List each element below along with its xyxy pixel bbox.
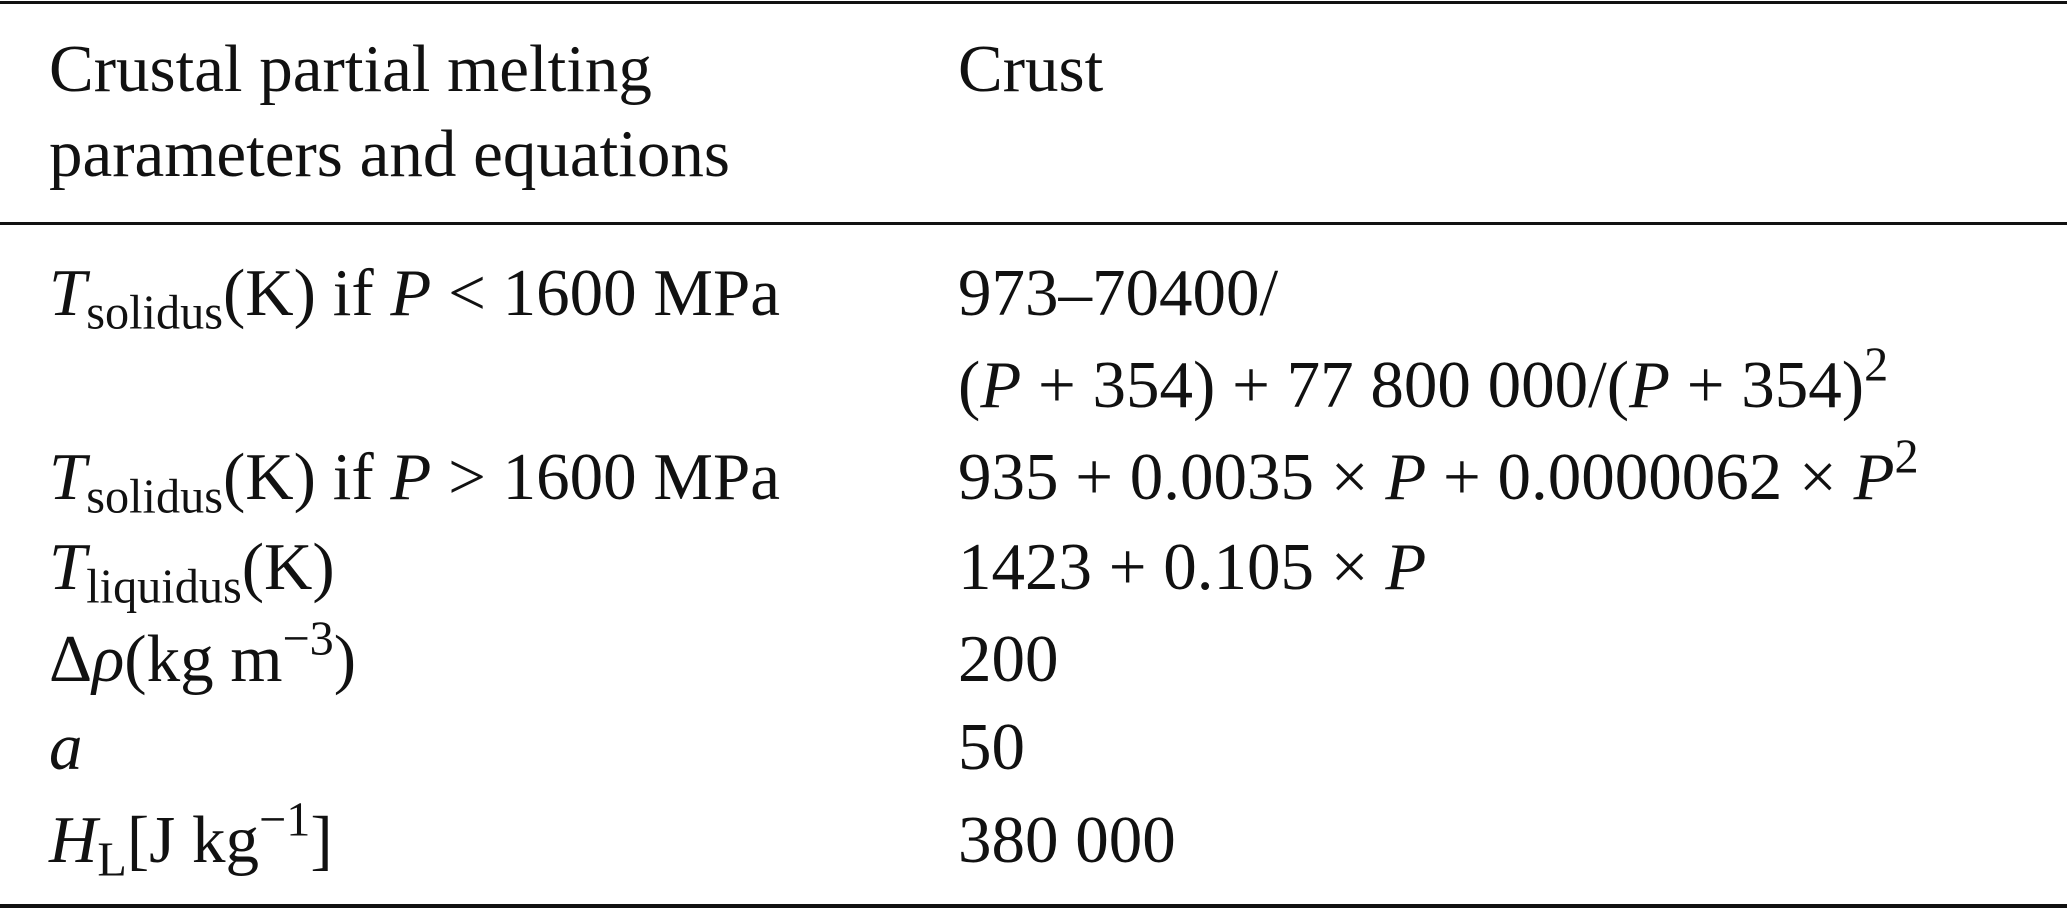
symbol: P [980, 348, 1022, 422]
text: 935 + 0.0035 × [958, 440, 1386, 514]
text: 1423 + 0.105 × [958, 530, 1386, 604]
row-value: 380 000 [958, 807, 1176, 874]
superscript: −3 [282, 612, 334, 666]
symbol: T [49, 256, 87, 330]
text: 973–70400/ [958, 256, 1279, 330]
text: (K) if [222, 256, 391, 330]
symbol: P [390, 440, 432, 514]
header-cell: parameters and equations [49, 117, 730, 191]
text: ( [958, 348, 981, 422]
text: (K) if [222, 440, 391, 514]
symbol: a [49, 710, 83, 784]
row-label: Tsolidus(K) if P < 1600 MPa [49, 260, 780, 338]
superscript: 2 [1894, 430, 1919, 484]
subscript: L [97, 833, 127, 887]
text: 380 000 [958, 803, 1176, 877]
row-label: Tliquidus(K) [49, 534, 335, 612]
top-rule [0, 1, 2067, 4]
symbol: T [49, 440, 87, 514]
text: Δ [49, 622, 93, 696]
text: (K) [241, 530, 335, 604]
text: + 354) + 77 800 000/( [1021, 348, 1630, 422]
symbol: P [1385, 530, 1427, 604]
text: > 1600 MPa [431, 440, 780, 514]
symbol: P [1629, 348, 1670, 422]
subscript: liquidus [86, 560, 242, 614]
subscript: solidus [86, 286, 223, 340]
header-cell: Crustal partial melting [49, 32, 652, 106]
symbol: T [49, 530, 87, 604]
symbol: ρ [92, 622, 125, 696]
row-value: 50 [958, 714, 1025, 781]
superscript: −1 [259, 793, 311, 847]
text: 50 [958, 710, 1025, 784]
row-value: 935 + 0.0035 × P + 0.0000062 × P2 [958, 433, 1919, 511]
row-label: a [49, 714, 83, 781]
superscript: 2 [1864, 338, 1889, 392]
row-label: HL[J kg−1] [49, 796, 333, 884]
row-value: 1423 + 0.105 × P [958, 534, 1426, 601]
text: < 1600 MPa [431, 256, 780, 330]
row-value: 973–70400/ [958, 260, 1278, 327]
subscript: solidus [86, 470, 223, 524]
header-rule [0, 222, 2067, 225]
row-label: Δρ(kg m−3) [49, 615, 356, 693]
row-value: 200 [958, 626, 1059, 693]
bottom-rule [0, 904, 2067, 908]
text: 200 [958, 622, 1059, 696]
text: ] [310, 803, 333, 877]
symbol: P [390, 256, 432, 330]
text: + 354) [1670, 348, 1865, 422]
text: + 0.0000062 × [1426, 440, 1854, 514]
text: ) [333, 622, 357, 696]
row-label: Tsolidus(K) if P > 1600 MPa [49, 444, 780, 522]
symbol: H [49, 803, 98, 877]
row-value: (P + 354) + 77 800 000/(P + 354)2 [958, 341, 1888, 419]
symbol: P [1385, 440, 1427, 514]
symbol: P [1853, 440, 1895, 514]
header-cell: Crust [958, 32, 1104, 106]
text: [J kg [126, 803, 259, 877]
text: (kg m [124, 622, 283, 696]
